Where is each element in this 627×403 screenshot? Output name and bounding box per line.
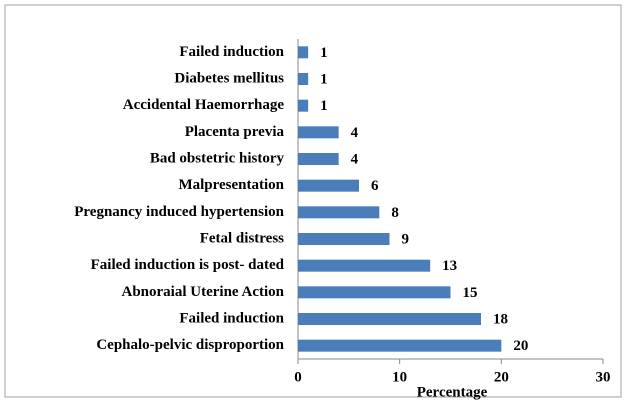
data-label: 20 — [513, 338, 528, 354]
data-label: 1 — [320, 71, 328, 87]
bar — [298, 259, 431, 272]
data-label: 6 — [371, 178, 379, 194]
bar — [298, 126, 339, 139]
x-tick-label: 30 — [596, 369, 611, 385]
bar — [298, 73, 309, 85]
y-tick-label: Placenta previa — [185, 124, 285, 140]
bar — [298, 153, 339, 165]
bar — [298, 99, 309, 112]
data-label: 15 — [463, 285, 478, 301]
y-tick-label: Failed induction is post- dated — [91, 257, 285, 273]
data-label: 9 — [402, 231, 410, 247]
x-tick-label: 0 — [294, 369, 302, 385]
data-label: 8 — [391, 205, 399, 221]
chart-border — [4, 4, 622, 398]
bar — [298, 206, 380, 219]
y-tick-label: Diabetes mellitus — [174, 70, 284, 86]
y-tick-label: Failed induction — [179, 44, 284, 60]
bar — [298, 339, 502, 352]
y-tick-label: Failed induction — [179, 310, 284, 326]
data-label: 18 — [493, 311, 508, 327]
data-label: 4 — [351, 151, 359, 167]
data-label: 1 — [320, 98, 328, 114]
bar — [298, 313, 481, 325]
data-label: 1 — [320, 45, 328, 61]
bar — [298, 233, 390, 245]
bar — [298, 179, 359, 192]
bar — [298, 286, 451, 299]
x-tick-label: 20 — [494, 369, 509, 385]
y-tick-label: Fetal distress — [200, 230, 284, 246]
y-tick-label: Bad obstetric history — [150, 150, 285, 166]
x-tick-label: 10 — [392, 369, 407, 385]
y-tick-label: Cephalo-pelvic disproportion — [96, 337, 284, 353]
y-tick-label: Pregnancy induced hypertension — [74, 204, 284, 220]
bar — [298, 46, 309, 59]
data-label: 4 — [351, 125, 359, 141]
y-tick-label: Accidental Haemorrhage — [123, 97, 285, 113]
y-tick-label: Abnoraial Uterine Action — [122, 284, 285, 300]
data-label: 13 — [442, 258, 457, 274]
x-axis-label: Percentage — [417, 384, 488, 400]
y-tick-label: Malpresentation — [178, 177, 284, 193]
